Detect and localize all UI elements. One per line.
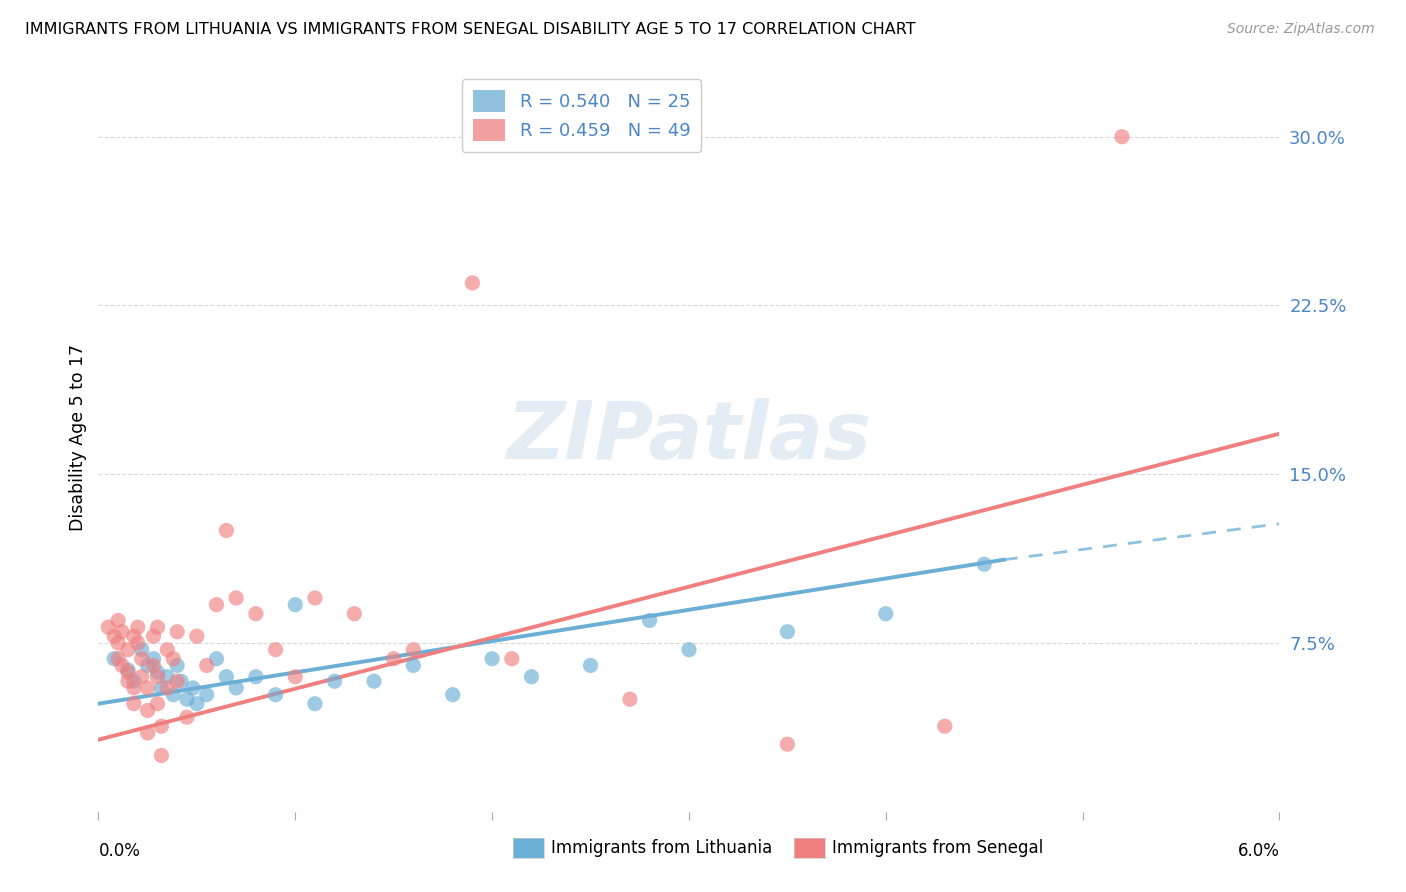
Point [579,658,602,673]
Point [97,620,120,634]
Point [284,598,307,612]
Text: 0.0%: 0.0% [98,842,141,860]
Point [136,726,159,740]
Point [520,670,543,684]
Point [382,651,405,665]
Point [264,642,287,657]
Point [103,629,125,643]
Point [142,629,165,643]
Point [875,607,897,621]
Point [402,658,425,673]
Point [136,681,159,695]
Point [131,651,153,665]
Point [150,681,173,695]
Point [122,697,145,711]
Point [245,607,267,621]
Point [284,670,307,684]
Y-axis label: Disability Age 5 to 17: Disability Age 5 to 17 [69,343,87,531]
Point [162,688,184,702]
Point [122,629,145,643]
Point [461,276,484,290]
Point [186,697,208,711]
Point [156,681,179,695]
Point [146,697,169,711]
Point [103,651,125,665]
Point [363,674,385,689]
Point [107,651,129,665]
Point [638,614,661,628]
Point [619,692,641,706]
Point [127,636,149,650]
Point [136,658,159,673]
Point [776,737,799,751]
Point [304,697,326,711]
Point [117,665,139,680]
Legend: R = 0.540   N = 25, R = 0.459   N = 49: R = 0.540 N = 25, R = 0.459 N = 49 [461,79,702,152]
Point [111,624,134,639]
Point [323,674,346,689]
Point [215,670,238,684]
Text: Source: ZipAtlas.com: Source: ZipAtlas.com [1227,22,1375,37]
Point [195,688,218,702]
Point [127,620,149,634]
Point [166,624,188,639]
Point [304,591,326,605]
Point [441,688,464,702]
Point [131,642,153,657]
Point [1111,129,1133,144]
Point [117,674,139,689]
Point [166,674,188,689]
Point [117,663,139,677]
Text: 6.0%: 6.0% [1237,842,1279,860]
Point [156,670,179,684]
Point [150,748,173,763]
Text: Immigrants from Senegal: Immigrants from Senegal [832,839,1043,857]
Point [122,681,145,695]
Point [225,591,247,605]
Point [111,658,134,673]
Point [343,607,366,621]
Point [245,670,267,684]
Point [934,719,956,733]
Point [162,651,184,665]
Point [142,651,165,665]
Point [205,651,228,665]
Point [195,658,218,673]
Point [225,681,247,695]
Point [136,703,159,717]
Point [146,665,169,680]
Point [117,642,139,657]
Point [402,642,425,657]
Point [142,658,165,673]
Point [205,598,228,612]
Point [776,624,799,639]
Point [107,636,129,650]
Point [176,710,198,724]
Point [122,674,145,689]
Point [973,558,995,572]
Text: Immigrants from Lithuania: Immigrants from Lithuania [551,839,772,857]
Point [186,629,208,643]
Point [264,688,287,702]
Point [156,642,179,657]
Text: IMMIGRANTS FROM LITHUANIA VS IMMIGRANTS FROM SENEGAL DISABILITY AGE 5 TO 17 CORR: IMMIGRANTS FROM LITHUANIA VS IMMIGRANTS … [25,22,915,37]
Point [181,681,204,695]
Point [107,614,129,628]
Point [481,651,503,665]
Point [501,651,523,665]
Point [146,670,169,684]
Text: ZIPatlas: ZIPatlas [506,398,872,476]
Point [166,658,188,673]
Point [150,719,173,733]
Point [146,620,169,634]
Point [170,674,193,689]
Point [678,642,700,657]
Point [176,692,198,706]
Point [215,524,238,538]
Point [131,670,153,684]
